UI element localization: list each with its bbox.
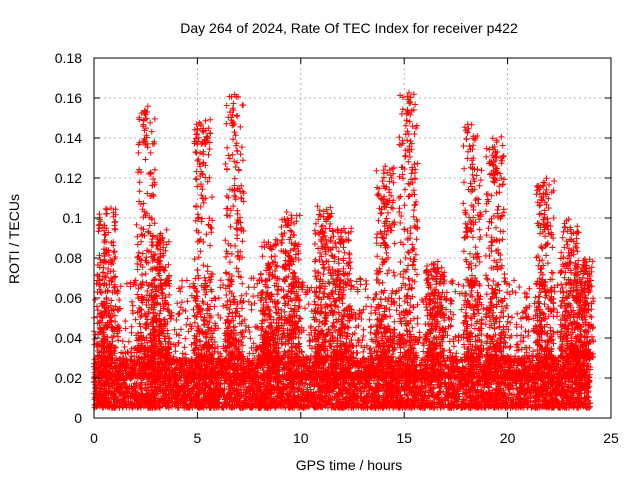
data-point [555,361,562,368]
chart-title: Day 264 of 2024, Rate Of TEC Index for r… [180,20,518,36]
data-points [91,89,597,411]
